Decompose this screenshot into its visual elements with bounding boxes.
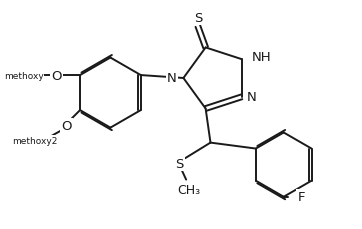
Text: N: N <box>247 91 256 104</box>
Text: NH: NH <box>252 50 272 63</box>
Text: S: S <box>194 12 202 25</box>
Text: methoxy: methoxy <box>4 71 43 80</box>
Text: O: O <box>61 120 72 133</box>
Text: methoxy2: methoxy2 <box>13 136 58 145</box>
Text: CH₃: CH₃ <box>177 183 201 196</box>
Text: N: N <box>167 72 177 85</box>
Text: O: O <box>51 69 62 82</box>
Text: S: S <box>175 157 184 170</box>
Text: F: F <box>297 191 305 203</box>
